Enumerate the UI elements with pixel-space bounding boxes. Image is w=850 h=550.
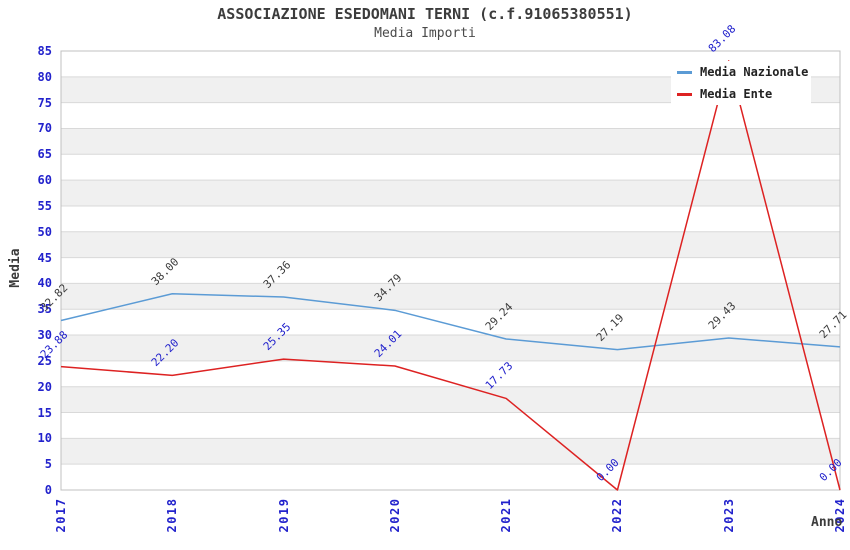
y-tick-label: 75 [37,95,52,110]
y-tick-label: 60 [37,173,52,188]
y-tick-label: 55 [37,198,52,213]
legend-item-media-ente: Media Ente [671,86,811,102]
x-tick-label: 2023 [721,497,736,533]
y-tick-label: 50 [37,224,52,239]
grid-band [61,283,840,310]
legend-label-nazionale: Media Nazionale [700,65,809,79]
grid-band [61,231,840,258]
y-tick-label: 15 [37,405,52,420]
x-tick-label: 2018 [165,497,180,533]
chart-subtitle: Media Importi [374,26,476,41]
x-tick-label: 2017 [54,497,68,533]
x-tick-label: 2020 [387,497,402,533]
y-tick-label: 80 [37,69,52,84]
x-tick-label: 2022 [610,497,625,533]
y-tick-label: 70 [37,121,52,136]
y-tick-label: 25 [37,353,52,368]
y-tick-label: 5 [44,457,52,472]
legend-line-swatch-nazionale [677,70,692,74]
y-axis-title: Media [8,248,23,288]
y-tick-label: 35 [37,302,52,317]
legend-line-swatch-ente [677,92,692,96]
plot-border [60,50,841,491]
y-tick-label: 40 [37,276,52,291]
x-tick-label: 2021 [499,497,514,533]
y-tick-label: 45 [37,250,52,265]
series-line-media-nazionale [60,292,841,351]
y-tick-label: 65 [37,147,52,162]
x-tick-label: 2019 [276,497,291,533]
grid-band [61,386,840,413]
grid-band [61,438,840,465]
y-tick-label: 10 [37,431,52,446]
grid-band [61,180,840,206]
y-tick-label: 20 [37,379,52,394]
x-axis-title: Anno [811,515,843,530]
y-tick-label: 0 [44,483,52,497]
series-line-media-ente [60,60,841,491]
grid-band [61,128,840,155]
y-tick-label: 85 [37,44,52,58]
legend: Media Nazionale Media Ente [671,61,811,105]
legend-label-ente: Media Ente [700,87,773,101]
y-tick-label: 30 [37,328,52,343]
chart-title: ASSOCIAZIONE ESEDOMANI TERNI (c.f.910653… [217,5,633,23]
legend-item-media-nazionale: Media Nazionale [671,64,811,80]
